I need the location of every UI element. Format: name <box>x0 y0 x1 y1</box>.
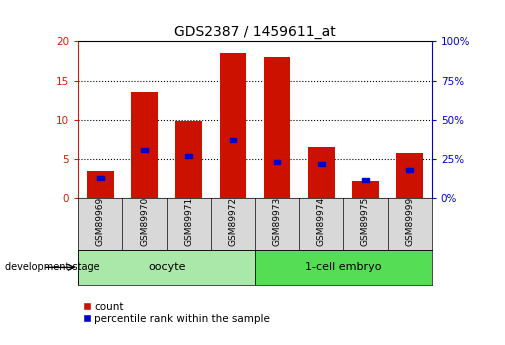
Bar <box>407 168 413 172</box>
Bar <box>141 148 148 152</box>
Text: 1-cell embryo: 1-cell embryo <box>305 263 382 272</box>
Text: GSM89969: GSM89969 <box>96 197 105 246</box>
Bar <box>318 162 325 166</box>
Bar <box>308 147 334 198</box>
Text: GSM89973: GSM89973 <box>273 197 282 246</box>
Bar <box>123 198 167 250</box>
Title: GDS2387 / 1459611_at: GDS2387 / 1459611_at <box>174 25 336 39</box>
Bar <box>167 198 211 250</box>
Bar <box>176 121 202 198</box>
Text: GSM89970: GSM89970 <box>140 197 149 246</box>
Bar <box>352 181 379 198</box>
Bar <box>230 138 236 142</box>
Bar <box>131 92 158 198</box>
Text: oocyte: oocyte <box>148 263 185 272</box>
Bar <box>264 57 290 198</box>
Bar <box>274 160 280 164</box>
Text: GSM89971: GSM89971 <box>184 197 193 246</box>
Bar <box>185 154 192 158</box>
Bar <box>362 178 369 181</box>
Bar <box>396 153 423 198</box>
Legend: count, percentile rank within the sample: count, percentile rank within the sample <box>83 302 270 324</box>
Text: GSM89974: GSM89974 <box>317 197 326 246</box>
Bar <box>388 198 432 250</box>
Bar <box>255 198 299 250</box>
Text: GSM89972: GSM89972 <box>228 197 237 246</box>
Text: GSM89999: GSM89999 <box>405 197 414 246</box>
Bar <box>255 250 432 285</box>
Text: GSM89975: GSM89975 <box>361 197 370 246</box>
Bar <box>343 198 388 250</box>
Bar <box>299 198 343 250</box>
Bar <box>211 198 255 250</box>
Bar <box>87 171 114 198</box>
Text: development stage: development stage <box>5 263 99 272</box>
Bar <box>78 250 255 285</box>
Bar <box>78 198 123 250</box>
Bar <box>220 53 246 198</box>
Bar <box>97 176 104 180</box>
